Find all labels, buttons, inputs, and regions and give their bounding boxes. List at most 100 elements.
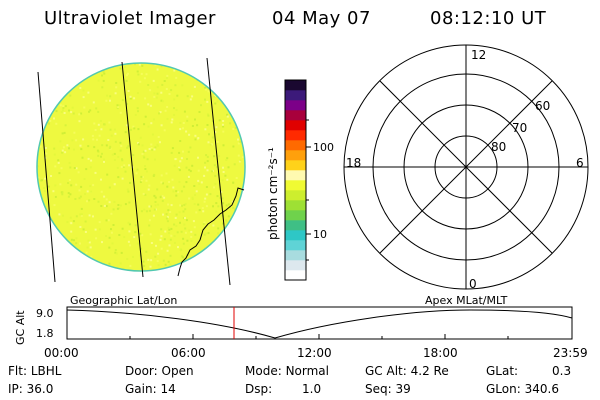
uv-pixel xyxy=(87,239,90,242)
uv-pixel xyxy=(124,131,127,134)
uv-pixel xyxy=(141,176,144,179)
time-label: 08:12:10 UT xyxy=(430,8,547,29)
polar-diagonal-2 xyxy=(379,80,553,254)
uv-pixel xyxy=(234,126,237,129)
uv-pixel xyxy=(141,234,144,237)
uv-pixel xyxy=(214,147,217,150)
uv-pixel xyxy=(214,102,217,105)
uv-pixel xyxy=(97,154,100,157)
uv-pixel xyxy=(95,237,98,240)
uv-pixel xyxy=(112,208,115,211)
status-flt-label: Flt: xyxy=(8,364,27,378)
uv-pixel xyxy=(67,192,70,195)
polar-label-lat-80: 80 xyxy=(491,140,506,154)
uv-pixel xyxy=(72,220,75,223)
uv-pixel xyxy=(222,202,225,205)
uv-pixel xyxy=(194,233,197,236)
uv-pixel xyxy=(119,141,122,144)
uv-pixel xyxy=(206,124,209,126)
uv-pixel xyxy=(126,146,129,149)
uv-pixel xyxy=(196,138,199,141)
uv-pixel xyxy=(148,219,151,222)
uv-pixel xyxy=(178,151,181,154)
polar-label-mlt-12: 12 xyxy=(471,48,486,62)
uv-pixel xyxy=(154,158,156,161)
uv-pixel xyxy=(144,149,147,152)
uv-pixel xyxy=(155,244,157,247)
uv-pixel xyxy=(113,128,116,131)
uv-pixel xyxy=(110,212,113,215)
uv-pixel xyxy=(58,213,61,216)
uv-pixel xyxy=(150,259,153,262)
uv-pixel xyxy=(91,134,94,137)
uv-pixel xyxy=(122,166,125,168)
uv-pixel xyxy=(86,246,89,249)
uv-pixel xyxy=(227,166,230,169)
uv-pixel xyxy=(180,230,183,233)
uv-pixel xyxy=(88,110,90,113)
uv-pixel xyxy=(126,188,129,191)
uv-pixel xyxy=(57,161,60,164)
uv-pixel xyxy=(178,169,181,172)
uv-pixel xyxy=(59,104,62,107)
uv-pixel xyxy=(157,264,160,267)
uv-pixel xyxy=(123,164,126,167)
uv-pixel xyxy=(97,79,100,82)
uv-pixel xyxy=(141,152,144,155)
uv-pixel xyxy=(159,111,162,114)
uv-pixel xyxy=(108,186,111,189)
uv-pixel xyxy=(105,205,108,208)
uv-pixel xyxy=(37,165,40,168)
uv-pixel xyxy=(226,113,229,116)
uv-pixel xyxy=(140,247,142,250)
uv-pixel xyxy=(203,221,206,224)
uv-pixel xyxy=(107,219,110,222)
uv-pixel xyxy=(134,231,137,234)
uv-pixel xyxy=(137,73,140,76)
uv-pixel xyxy=(166,249,169,252)
uv-pixel xyxy=(225,219,228,222)
uv-pixel xyxy=(58,172,61,175)
uv-pixel xyxy=(180,190,183,193)
uv-pixel xyxy=(85,251,88,254)
uv-pixel xyxy=(213,164,216,167)
uv-pixel xyxy=(101,241,103,244)
uv-pixel xyxy=(204,197,207,200)
uv-pixel xyxy=(129,181,132,184)
uv-pixel xyxy=(237,142,240,145)
uv-pixel xyxy=(96,149,99,152)
colorbar-band xyxy=(285,200,306,211)
uv-pixel xyxy=(110,134,113,137)
uv-pixel xyxy=(149,265,152,268)
uv-pixel xyxy=(145,179,148,182)
uv-pixel xyxy=(60,167,63,170)
uv-pixel xyxy=(173,164,176,167)
uv-pixel xyxy=(78,189,81,192)
polar-label-lat-60: 60 xyxy=(535,99,550,113)
uv-pixel xyxy=(69,216,72,219)
uv-pixel xyxy=(217,232,219,235)
uv-pixel xyxy=(148,184,151,187)
uv-pixel xyxy=(191,196,194,199)
uv-pixel xyxy=(160,174,163,177)
uv-pixel xyxy=(111,153,114,156)
uv-pixel xyxy=(157,136,160,138)
uv-pixel xyxy=(72,112,75,115)
uv-pixel xyxy=(145,210,148,213)
uv-pixel xyxy=(146,158,149,161)
colorbar-band xyxy=(285,270,306,281)
uv-pixel xyxy=(142,260,145,263)
uv-pixel xyxy=(169,263,172,266)
uv-pixel xyxy=(100,155,102,158)
uv-pixel xyxy=(88,241,91,244)
uv-pixel xyxy=(115,86,118,89)
uv-pixel xyxy=(231,200,234,203)
uv-pixel xyxy=(116,104,119,107)
status-dsp-label: Dsp: xyxy=(245,382,273,396)
uv-pixel xyxy=(116,207,119,210)
uv-pixel xyxy=(227,203,230,206)
colorbar-frame xyxy=(284,79,307,281)
uv-pixel xyxy=(99,119,102,122)
uv-pixel xyxy=(238,160,241,163)
colorbar-band xyxy=(285,210,306,221)
